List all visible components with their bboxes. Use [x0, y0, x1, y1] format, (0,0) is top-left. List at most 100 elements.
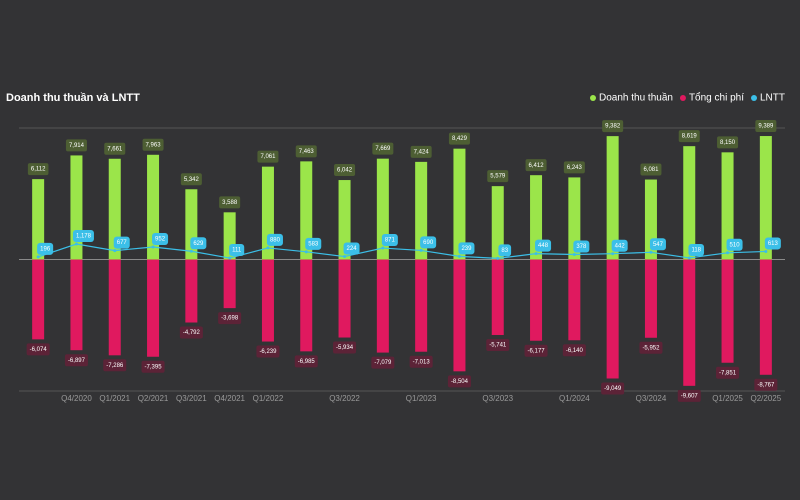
data-label: -6,985	[298, 359, 316, 365]
data-label-group: 7,061	[257, 150, 279, 163]
data-label-group: -8,767	[754, 378, 778, 391]
data-label-box	[103, 359, 127, 372]
legend-marker	[679, 95, 686, 101]
bar	[606, 136, 619, 260]
data-label-group: 5,342	[180, 173, 202, 186]
bar	[530, 175, 543, 260]
data-label: 613	[768, 241, 779, 247]
data-label-group: 8,619	[678, 130, 700, 143]
data-label-group: -8,504	[447, 375, 471, 388]
data-label-group: 3,588	[219, 196, 241, 209]
bar	[721, 152, 734, 260]
data-label: 239	[461, 246, 472, 252]
data-label-box	[678, 130, 700, 143]
line-point	[36, 255, 40, 259]
line-point	[113, 249, 117, 253]
data-label: 6,112	[31, 167, 46, 173]
data-label: -6,177	[528, 348, 546, 354]
data-label-box	[72, 230, 94, 243]
data-label-box	[104, 142, 126, 155]
data-label: 690	[423, 240, 434, 246]
data-label-box	[409, 355, 433, 368]
data-label-group: 7,661	[104, 142, 126, 155]
data-label-group: 83	[498, 244, 512, 257]
data-label-box	[64, 354, 88, 367]
legend-marker	[590, 95, 596, 101]
data-label-box	[639, 341, 663, 354]
data-label-box	[334, 164, 356, 177]
line-point	[228, 256, 232, 260]
data-label-box	[294, 355, 318, 368]
line-point	[381, 246, 385, 250]
data-label-group: -5,952	[639, 341, 663, 354]
data-label: 8,619	[682, 134, 698, 140]
bar	[415, 259, 428, 352]
data-label: 9,389	[758, 124, 774, 130]
data-label-box	[764, 237, 781, 250]
bar	[759, 136, 772, 260]
data-label-box	[65, 139, 87, 152]
data-label-group: -7,079	[371, 356, 395, 369]
data-label-box	[113, 236, 130, 249]
data-label: 3,588	[222, 200, 238, 206]
data-label-box	[448, 132, 470, 145]
line-point	[649, 250, 653, 254]
data-label: 8,429	[452, 136, 468, 142]
line-point	[457, 254, 461, 258]
x-tick-label: Q3/2021	[176, 394, 207, 403]
x-tick-label: Q1/2021	[99, 394, 130, 403]
data-label-group: 6,042	[334, 164, 356, 177]
x-tick-label: Q4/2021	[214, 394, 245, 403]
data-label: -9,049	[604, 386, 622, 392]
data-label-group: 629	[190, 237, 207, 250]
data-label-box	[295, 145, 317, 158]
data-label-group: -6,239	[256, 345, 280, 358]
data-label-box	[717, 136, 739, 149]
x-tick-label: Q1/2025	[712, 394, 743, 403]
data-label-box	[141, 360, 165, 373]
data-label: 677	[117, 240, 128, 246]
data-label-group: 6,081	[640, 163, 662, 176]
data-label-box	[37, 242, 54, 255]
data-label-group: 952	[152, 232, 169, 245]
data-label: 1,178	[76, 234, 92, 240]
data-label-box	[257, 150, 279, 163]
data-label-box	[190, 237, 207, 250]
line-point	[419, 248, 423, 252]
line-point	[343, 255, 347, 259]
bar	[376, 259, 389, 353]
data-label-group: -3,698	[218, 312, 242, 325]
bar	[453, 148, 466, 260]
data-label-box	[677, 389, 701, 402]
data-label: -5,934	[336, 345, 354, 351]
data-label-box	[640, 163, 662, 176]
data-label-box	[649, 238, 666, 251]
data-label-group: -6,985	[294, 355, 318, 368]
data-label: -8,504	[451, 379, 469, 385]
data-label-group: -6,074	[26, 343, 50, 356]
data-label-box	[410, 145, 432, 158]
data-label-group: 9,389	[755, 120, 777, 133]
x-tick-label: Q2/2025	[750, 394, 781, 403]
data-label: 7,061	[260, 154, 276, 160]
data-label-group: -6,897	[64, 354, 88, 367]
data-label-box	[525, 159, 547, 172]
bar	[491, 186, 504, 260]
data-label-group: -9,049	[601, 382, 625, 395]
line-point	[151, 245, 155, 249]
data-label: 6,042	[337, 168, 353, 174]
data-label-group: 239	[458, 242, 475, 255]
data-label-box	[179, 326, 203, 339]
legend-label: Tổng chi phí	[689, 92, 744, 104]
data-label: -6,897	[68, 358, 86, 364]
bar	[491, 259, 504, 335]
data-label-box	[535, 239, 552, 252]
bar	[338, 180, 351, 260]
x-tick-label: Q1/2023	[406, 394, 437, 403]
data-label-group: 8,429	[448, 132, 470, 145]
data-label: 9,382	[605, 124, 621, 130]
data-label-group: 224	[343, 242, 360, 255]
data-label-group: 8,150	[717, 136, 739, 149]
data-label-group: 613	[764, 237, 781, 250]
data-label-group: -7,286	[103, 359, 127, 372]
